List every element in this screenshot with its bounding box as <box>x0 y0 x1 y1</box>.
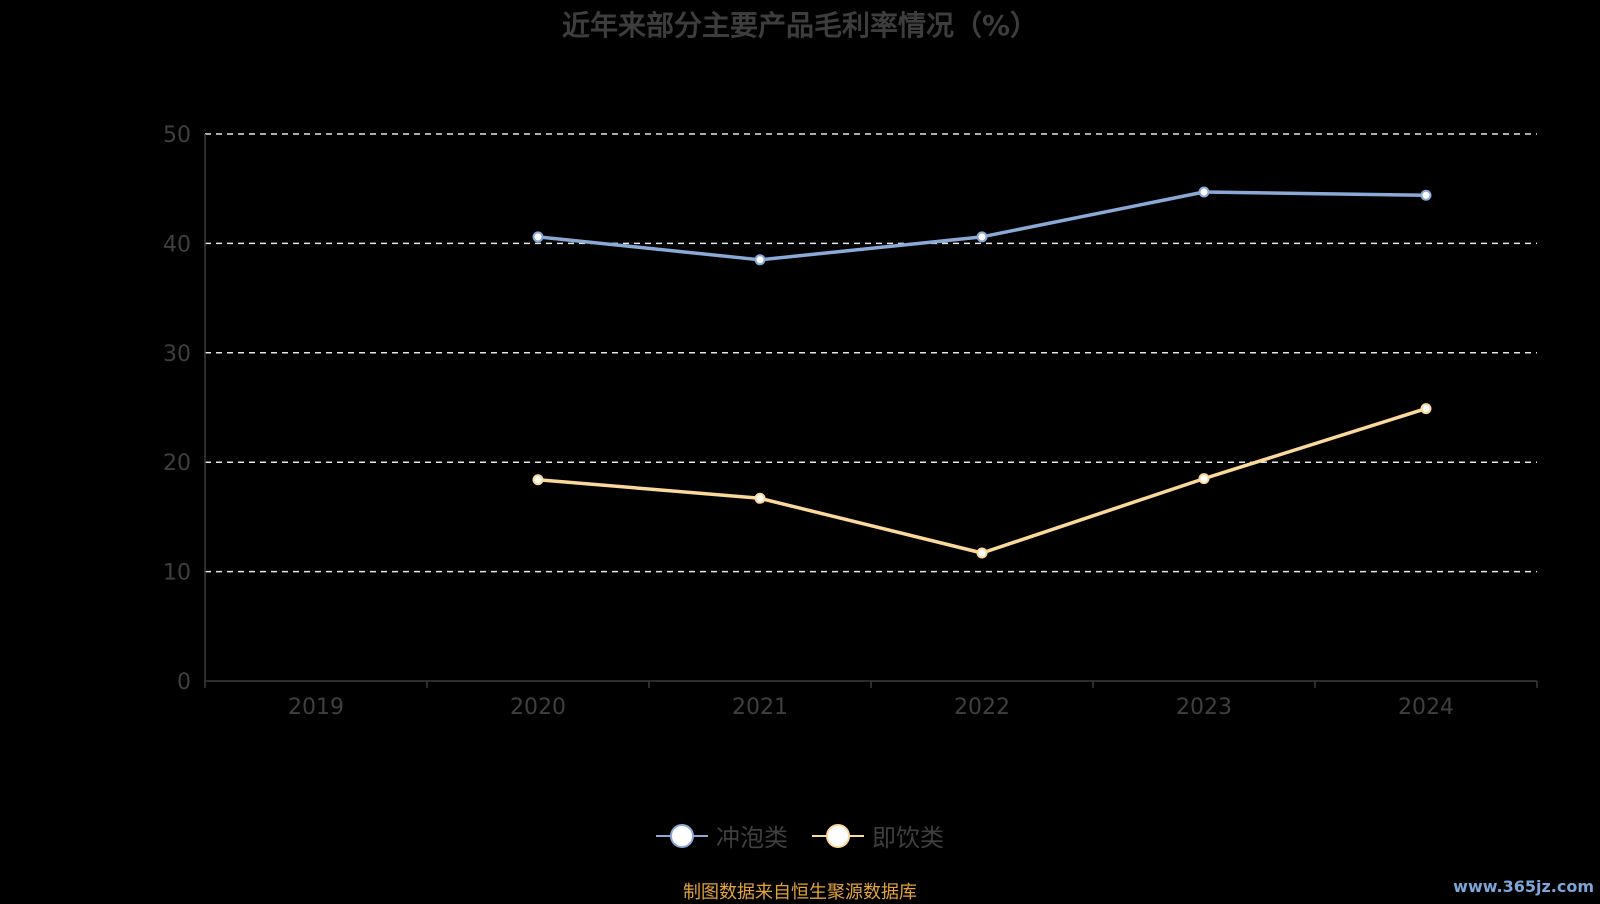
y-tick-label: 40 <box>163 232 191 257</box>
data-point-series-2 <box>754 492 766 504</box>
data-point-series-2 <box>1198 473 1210 485</box>
legend-item-series-2[interactable]: 即饮类 <box>812 818 944 853</box>
data-point-series-2 <box>976 547 988 559</box>
chart-title: 近年来部分主要产品毛利率情况（%） <box>561 9 1039 42</box>
y-tick-label: 50 <box>163 123 191 148</box>
x-tick-label: 2022 <box>954 695 1010 720</box>
x-tick-label: 2019 <box>288 695 344 720</box>
data-point-series-2 <box>532 474 544 486</box>
x-tick-label: 2020 <box>510 695 566 720</box>
source-note: 制图数据来自恒生聚源数据库 <box>683 882 917 903</box>
watermark: www.365jz.com <box>1453 877 1594 896</box>
x-tick-label: 2024 <box>1398 695 1454 720</box>
y-tick-label: 0 <box>177 670 191 695</box>
legend: 冲泡类 即饮类 <box>0 818 1600 853</box>
y-tick-label: 10 <box>163 561 191 586</box>
x-tick-label: 2023 <box>1176 695 1232 720</box>
data-point-series-1 <box>532 231 544 243</box>
x-tick-label: 2021 <box>732 695 788 720</box>
legend-item-series-1[interactable]: 冲泡类 <box>656 818 788 853</box>
data-point-series-2 <box>1420 403 1432 415</box>
series-line-1 <box>537 190 1427 262</box>
series-line-2 <box>537 406 1427 555</box>
legend-label-series-1: 冲泡类 <box>716 824 788 852</box>
y-tick-label: 20 <box>163 451 191 476</box>
legend-swatch-series-1 <box>656 823 708 848</box>
legend-swatch-series-2 <box>812 823 864 848</box>
data-point-series-1 <box>976 231 988 243</box>
data-point-series-1 <box>754 254 766 266</box>
data-point-series-1 <box>1198 186 1210 198</box>
y-tick-label: 30 <box>163 342 191 367</box>
legend-label-series-2: 即饮类 <box>872 824 944 852</box>
data-point-series-1 <box>1420 189 1432 201</box>
